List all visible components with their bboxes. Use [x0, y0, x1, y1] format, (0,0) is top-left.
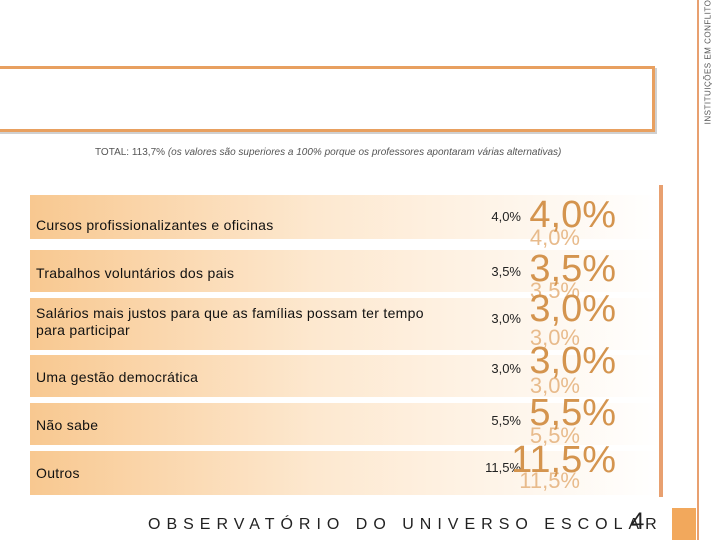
row-value-small: 3,0% — [491, 311, 521, 326]
row-value-shadow: 3,5% — [529, 278, 580, 303]
row-value-large: 3,0% — [529, 340, 616, 382]
total-explanation: (os valores são superiores a 100% porque… — [167, 147, 562, 158]
row-bar — [30, 403, 660, 445]
row-value-large: 5,5% — [529, 392, 616, 434]
row-bar — [30, 298, 660, 350]
title-box — [0, 66, 655, 132]
total-note: TOTAL: 113,7% (os valores são superiores… — [95, 147, 561, 158]
row-bar — [30, 250, 660, 292]
row-value-small: 3,0% — [491, 361, 521, 376]
row-bar — [30, 451, 660, 495]
row-label: Trabalhos voluntários dos pais — [36, 265, 235, 281]
row-value-large: 3,0% — [529, 288, 616, 330]
row-bar — [30, 195, 660, 239]
row-value-small: 3,5% — [491, 264, 521, 279]
row-value-large: 4,0% — [529, 194, 616, 236]
side-strip — [697, 0, 720, 540]
page-number: 4 — [631, 508, 645, 535]
row-label: Cursos profissionalizantes e oficinas — [36, 217, 274, 233]
row-value-shadow: 5,5% — [529, 423, 580, 448]
row-value-small: 5,5% — [491, 413, 521, 428]
row-value-shadow: 4,0% — [529, 225, 580, 250]
row-label: Salários mais justos para que as família… — [36, 305, 424, 338]
row-value-small: 11,5% — [485, 460, 521, 475]
side-label: INSTITUIÇÕES EM CONFLITO — [703, 0, 713, 125]
total-text: TOTAL: 113,7% — [95, 147, 166, 158]
row-value-shadow: 3,0% — [529, 373, 580, 398]
row-label: Não sabe — [36, 417, 99, 433]
row-value-large: 11,5% — [511, 439, 616, 481]
row-bar — [30, 355, 660, 397]
row-value-shadow: 11,5% — [519, 468, 580, 493]
right-rule — [659, 185, 663, 497]
row-value-large: 3,5% — [529, 248, 616, 290]
row-label: Outros — [36, 465, 80, 481]
footer-title: OBSERVATÓRIO DO UNIVERSO ESCOLAR — [148, 516, 663, 533]
row-value-small: 4,0% — [491, 209, 521, 224]
row-value-shadow: 3,0% — [529, 325, 580, 350]
row-label: Uma gestão democrática — [36, 369, 199, 385]
corner-block — [672, 508, 696, 540]
